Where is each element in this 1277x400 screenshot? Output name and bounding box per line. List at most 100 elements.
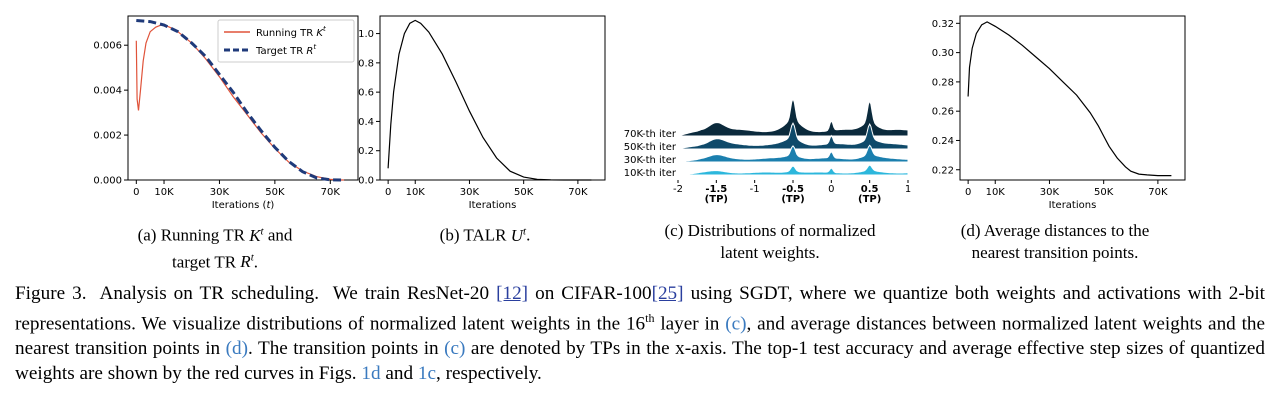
x-tick-label: 10K: [986, 187, 1006, 198]
ridge-label: 30K-th iter: [624, 155, 677, 166]
y-tick-label: 0.4: [358, 117, 374, 128]
caption-text: on CIFAR-100: [535, 283, 652, 304]
y-tick-label: 0.002: [93, 131, 122, 142]
caption-text: and: [385, 363, 414, 385]
plot-frame: [127, 15, 359, 181]
x-tick-label: 10K: [406, 187, 426, 198]
y-tick-label: 0.0: [358, 176, 374, 187]
x-tick-label: -1: [750, 184, 760, 195]
series-line: [967, 21, 1172, 177]
ref-c-link-2[interactable]: (c): [444, 338, 466, 360]
y-tick-label: 0.22: [932, 165, 954, 176]
caption-text: , and average distances between normaliz…: [15, 313, 1266, 360]
tp-label: (TP): [705, 194, 728, 205]
series-line: [387, 19, 592, 181]
legend-label-k: Running TR Kt: [256, 25, 326, 39]
x-tick-label: 0: [385, 187, 391, 198]
subcaption-b: (b) TALR Ut.: [439, 225, 531, 245]
plot-frame: [379, 15, 606, 181]
ridge-label: 50K-th iter: [624, 142, 677, 153]
chart-a: 0 10K 30K 50K 70K 0.000 0.002 0.004 0.006 Iterati…: [93, 15, 359, 211]
subcaption-d: (d) Average distances to the nearest tra…: [925, 220, 1185, 264]
legend-box: [217, 19, 355, 63]
x-tick-label: 50K: [265, 187, 285, 198]
figure-label: Figure 3.: [15, 283, 87, 304]
superscript-th: th: [645, 311, 655, 325]
x-tick-label: 30K: [460, 187, 480, 198]
y-tick-label: 0.000: [93, 176, 122, 187]
ridge-area: [677, 144, 909, 163]
x-tick-label: 70K: [321, 187, 341, 198]
figure-title: Analysis on TR scheduling.: [99, 283, 320, 304]
y-tick-label: 0.28: [932, 77, 954, 88]
x-tick-label: 70K: [568, 187, 588, 198]
x-tick-label: 30K: [210, 187, 230, 198]
panel-b: 0 10K 30K 50K 70K 0.0 0.2 0.4 0.6 0.8 1.0 Iteration…: [345, 8, 615, 213]
x-tick-label: 50K: [514, 187, 534, 198]
y-tick-label: 0.2: [358, 146, 374, 157]
y-tick-label: 0.32: [932, 19, 954, 30]
chart-b: 0 10K 30K 50K 70K 0.0 0.2 0.4 0.6 0.8 1.0 Iteration…: [358, 15, 606, 211]
x-axis-label: Iterations (t): [212, 200, 275, 211]
y-tick-label: 0.24: [932, 136, 954, 147]
series-line: [136, 19, 345, 182]
caption-text: We train ResNet-20: [332, 283, 490, 304]
figure-caption: Figure 3. Analysis on TR scheduling. We …: [15, 281, 1265, 386]
subcaption-d-text2: nearest transition points.: [971, 243, 1139, 262]
caption-text: layer in: [660, 313, 720, 335]
caption-text: using SGDT, where we quantize both weigh…: [15, 283, 1266, 335]
y-tick-label: 0.30: [932, 48, 954, 59]
x-axis-label: Iterations: [1049, 200, 1097, 211]
x-axis-label: Iterations: [469, 200, 517, 211]
tp-label: (TP): [781, 194, 804, 205]
subcaption-c-text1: (c) Distributions of normalized: [664, 221, 876, 240]
subcaption-a-text2: target TR: [171, 252, 241, 272]
ridge-area: [677, 164, 909, 176]
ridge-label: 70K-th iter: [624, 129, 677, 140]
y-tick-label: 0.006: [93, 41, 122, 52]
x-tick-label: 30K: [1040, 187, 1060, 198]
caption-text: . The transition points in: [248, 338, 439, 360]
caption-text: , respectively.: [436, 363, 542, 385]
y-tick-label: 0.26: [932, 107, 954, 118]
y-tick-label: 0.8: [358, 58, 374, 69]
subcaption-c: (c) Distributions of normalized latent w…: [625, 220, 915, 264]
chart-d: 0 10K 30K 50K 70K 0.22 0.24 0.26 0.28 0.30 0.32 Ite…: [932, 15, 1186, 211]
subcaption-d-text1: (d) Average distances to the: [960, 221, 1150, 240]
x-tick-label: 10K: [154, 187, 174, 198]
ref-1c-link[interactable]: 1c: [417, 363, 437, 385]
y-tick-label: 0.004: [93, 86, 122, 97]
ref-c-link[interactable]: (c): [725, 313, 747, 335]
legend-label-r: Target TR Rt: [255, 43, 316, 57]
panel-a: 0 10K 30K 50K 70K 0.000 0.002 0.004 0.006 Iterati…: [60, 8, 370, 213]
x-tick-label: -0.5: [782, 184, 804, 195]
x-tick-label: 70K: [1148, 187, 1168, 198]
x-tick-label: 0: [965, 187, 971, 198]
subcaption-c-text2: latent weights.: [720, 243, 820, 262]
subcaption-a: (a) Running TR Kt and target TR Rt.: [137, 225, 293, 272]
tp-label: (TP): [858, 194, 881, 205]
subcaption-a-text1: (a) Running TR: [137, 225, 250, 245]
plot-frame: [959, 15, 1186, 181]
x-tick-label: -2: [673, 184, 683, 195]
x-tick-label: 0: [828, 184, 834, 195]
panel-d: 0 10K 30K 50K 70K 0.22 0.24 0.26 0.28 0.30 0.32 Ite…: [905, 8, 1195, 213]
ridge-area: [677, 97, 909, 137]
citation-25-link[interactable]: [25]: [651, 283, 684, 304]
y-tick-label: 1.0: [358, 29, 374, 40]
panel-c: 70K-th iter 50K-th iter 30K-th iter 10K-th …: [610, 8, 920, 213]
citation-12-link[interactable]: [12]: [496, 283, 529, 304]
x-tick-label: 0.5: [861, 184, 879, 195]
x-tick-label: 50K: [1094, 187, 1114, 198]
ref-d-link[interactable]: (d): [225, 338, 249, 360]
ridge-area: [677, 122, 909, 150]
x-tick-label: 1: [905, 184, 911, 195]
subcaption-b-text: (b) TALR: [439, 225, 511, 245]
ref-1d-link[interactable]: 1d: [361, 363, 381, 385]
caption-text: are denoted by TPs in the x-axis. The to…: [15, 338, 1265, 385]
x-tick-label: -1.5: [705, 184, 727, 195]
chart-c: 70K-th iter 50K-th iter 30K-th iter 10K-th …: [624, 97, 911, 205]
x-tick-label: 0: [133, 187, 139, 198]
ridge-label: 10K-th iter: [624, 168, 677, 179]
y-tick-label: 0.6: [358, 88, 374, 99]
